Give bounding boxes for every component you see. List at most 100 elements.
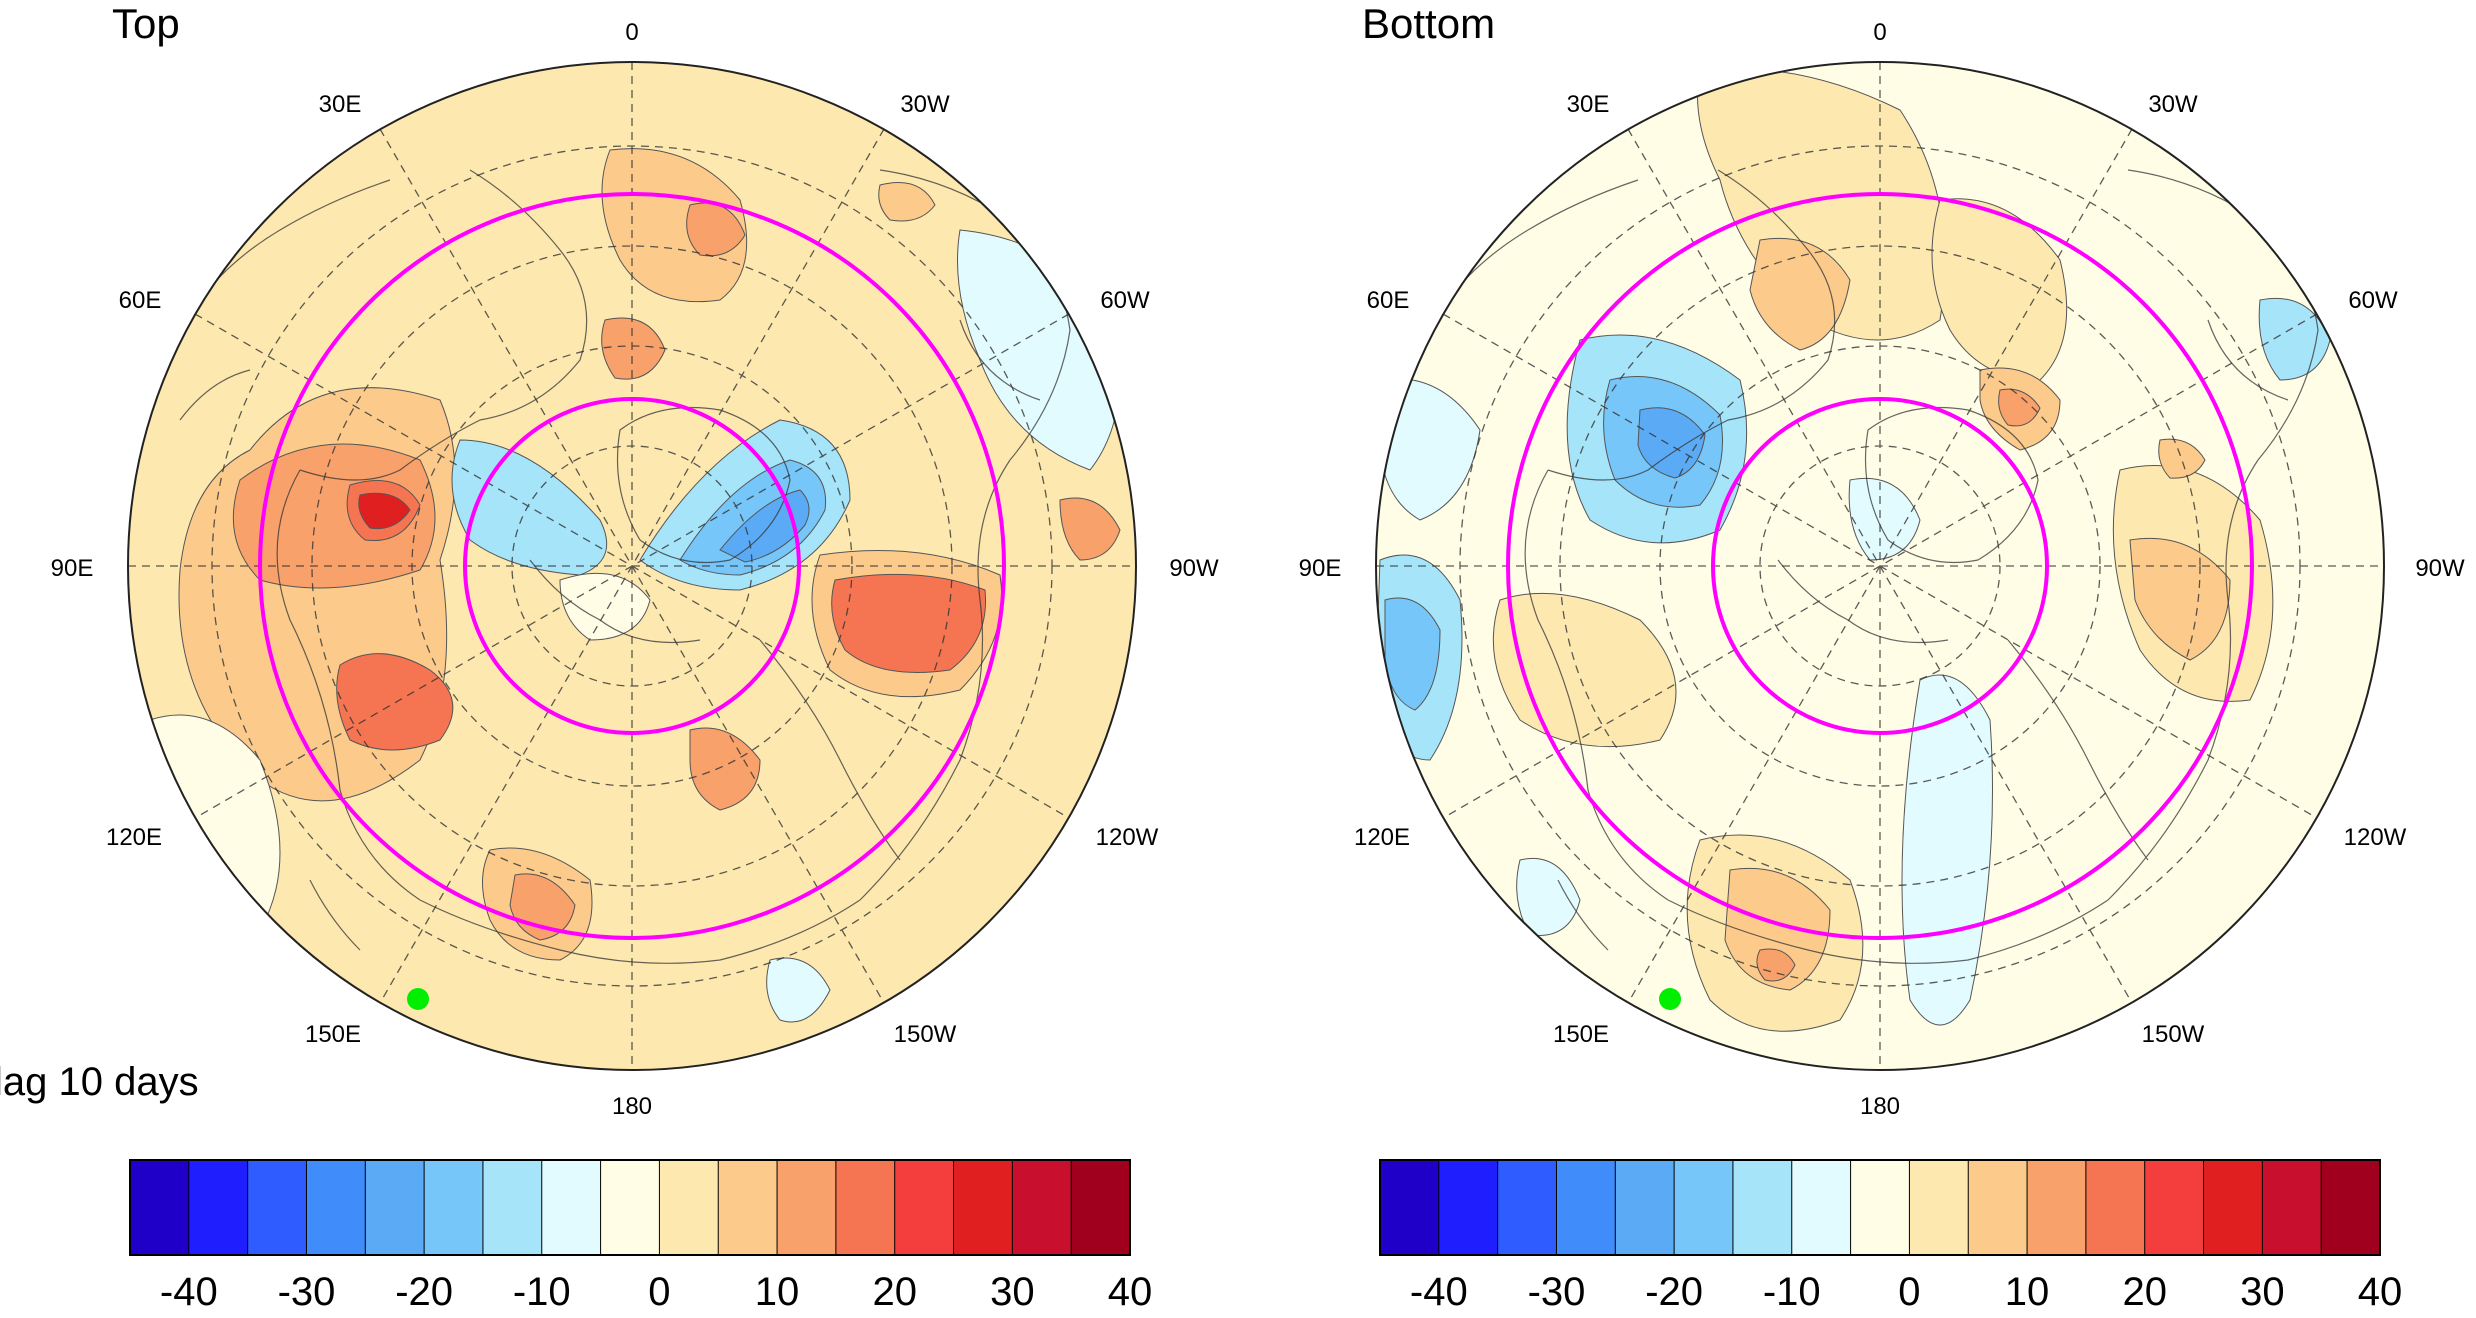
colorbar-frame <box>129 1159 1131 1256</box>
inner-ring <box>463 397 801 735</box>
panel-bottom: Bottom <box>1299 0 2465 1120</box>
lon-label-60w: 60W <box>1100 287 1150 314</box>
lon-label-0: 0 <box>1873 19 1886 46</box>
colorbar-cell <box>305 1159 367 1256</box>
colorbar-tick-label: 30 <box>990 1270 1035 1314</box>
colorbar-cell <box>2261 1159 2323 1256</box>
map-border <box>1375 61 2385 1071</box>
colorbar-tick-label: 20 <box>2122 1270 2167 1314</box>
inner-ring <box>1711 397 2049 735</box>
colorbar-tick-label: -30 <box>278 1270 336 1314</box>
colorbar-cell <box>1379 1159 1440 1256</box>
colorbar-tick-label: -20 <box>1645 1270 1703 1314</box>
lon-label-90w: 90W <box>2415 555 2465 582</box>
colorbar-cell <box>1908 1159 1970 1256</box>
colorbar-tick-label: 40 <box>2358 1270 2403 1314</box>
colorbar-tick-label: 10 <box>2005 1270 2050 1314</box>
lon-label-120w: 120W <box>2344 824 2407 851</box>
map-border <box>127 61 1137 1071</box>
lon-label-150e: 150E <box>305 1021 361 1048</box>
colorbar-cell <box>129 1159 190 1256</box>
colorbar-cell <box>2320 1159 2381 1256</box>
colorbar-tick-label: 10 <box>755 1270 800 1314</box>
panel-title: Bottom <box>1362 0 1495 47</box>
colorbar-cell <box>953 1159 1014 1256</box>
colorbar-cell <box>2085 1159 2146 1256</box>
outer-ring <box>1506 192 2254 940</box>
colorbar-cell <box>1732 1159 1793 1256</box>
longitude-labels: 0 30W 60W 90W 120W 150W 180 150E 120E 90… <box>1299 19 2465 1120</box>
lon-label-180: 180 <box>1860 1093 1900 1120</box>
colorbar-tick-label: 0 <box>1898 1270 1920 1314</box>
lon-label-30w: 30W <box>2148 91 2198 118</box>
anomaly-shading-cool <box>1376 297 2331 1026</box>
colorbar-cell <box>1011 1159 1073 1256</box>
map-disc <box>1376 62 2384 1070</box>
colorbar-tick-label: 40 <box>1108 1270 1153 1314</box>
colorbar-cell <box>894 1159 955 1256</box>
colorbar-tick-label: -40 <box>1410 1270 1468 1314</box>
colorbar-left: -40 -30 -20 -10 0 10 20 30 40 <box>129 1159 1153 1314</box>
colorbar-cell <box>1555 1159 1617 1256</box>
lon-label-150w: 150W <box>894 1021 957 1048</box>
lon-label-90e: 90E <box>1299 555 1342 582</box>
colorbar-cell <box>482 1159 543 1256</box>
colorbar-cell <box>541 1159 602 1256</box>
anomaly-shading <box>1492 67 2274 1032</box>
colorbar-cell <box>2203 1159 2264 1256</box>
colorbar-cell <box>247 1159 308 1256</box>
lon-label-120w: 120W <box>1096 824 1159 851</box>
highlight-rings <box>258 192 1006 940</box>
colorbar-cell <box>835 1159 896 1256</box>
colorbar-tick-label: -40 <box>160 1270 218 1314</box>
colorbar-cell <box>1791 1159 1852 1256</box>
colorbar-tick-label: -10 <box>513 1270 571 1314</box>
colorbar-cell <box>1070 1159 1132 1256</box>
lon-label-90e: 90E <box>51 555 94 582</box>
colorbar-cell <box>658 1159 720 1256</box>
longitude-labels: 0 30W 60W 90W 120W 150W 180 150E 120E 90… <box>51 19 1219 1120</box>
colorbar-cell <box>1673 1159 1734 1256</box>
colorbar-cell <box>717 1159 779 1256</box>
figure-caption: lag 10 days <box>0 1060 199 1104</box>
graticule <box>1376 62 2384 1070</box>
location-marker <box>407 988 429 1010</box>
lon-label-60e: 60E <box>119 287 162 314</box>
lon-label-120e: 120E <box>106 824 162 851</box>
colorbar-cell <box>1967 1159 2029 1256</box>
colorbar-cell <box>423 1159 484 1256</box>
colorbar-cell <box>364 1159 426 1256</box>
colorbar-cell <box>1438 1159 1499 1256</box>
colorbar-cell <box>1614 1159 1676 1256</box>
panel-top: Top <box>51 0 1219 1120</box>
lon-label-30e: 30E <box>1567 91 1610 118</box>
lon-label-150w: 150W <box>2142 1021 2205 1048</box>
colorbar-tick-label: 0 <box>648 1270 670 1314</box>
lon-label-30w: 30W <box>900 91 950 118</box>
outer-ring <box>258 192 1006 940</box>
map-disc <box>128 62 1136 1070</box>
colorbar-cell <box>1850 1159 1911 1256</box>
colorbar-tick-label: -10 <box>1763 1270 1821 1314</box>
colorbar-tick-label: 20 <box>872 1270 917 1314</box>
colorbar-tick-label: 30 <box>2240 1270 2285 1314</box>
lon-label-60w: 60W <box>2348 287 2398 314</box>
lon-label-150e: 150E <box>1553 1021 1609 1048</box>
colorbar-cell <box>188 1159 249 1256</box>
colorbar-frame <box>1379 1159 2381 1256</box>
highlight-rings <box>1506 192 2254 940</box>
colorbar-tick-label: -30 <box>1528 1270 1586 1314</box>
lon-label-180: 180 <box>612 1093 652 1120</box>
colorbar-right: -40 -30 -20 -10 0 10 20 30 40 <box>1379 1159 2403 1314</box>
colorbar-cell <box>2026 1159 2087 1256</box>
colorbar-cell <box>776 1159 837 1256</box>
lon-label-90w: 90W <box>1169 555 1219 582</box>
panel-title: Top <box>112 0 180 47</box>
lon-label-0: 0 <box>625 19 638 46</box>
anomaly-shading <box>178 148 1121 961</box>
lon-label-30e: 30E <box>319 91 362 118</box>
location-marker <box>1659 988 1681 1010</box>
colorbar-cell <box>1497 1159 1558 1256</box>
coastlines <box>179 169 1071 964</box>
